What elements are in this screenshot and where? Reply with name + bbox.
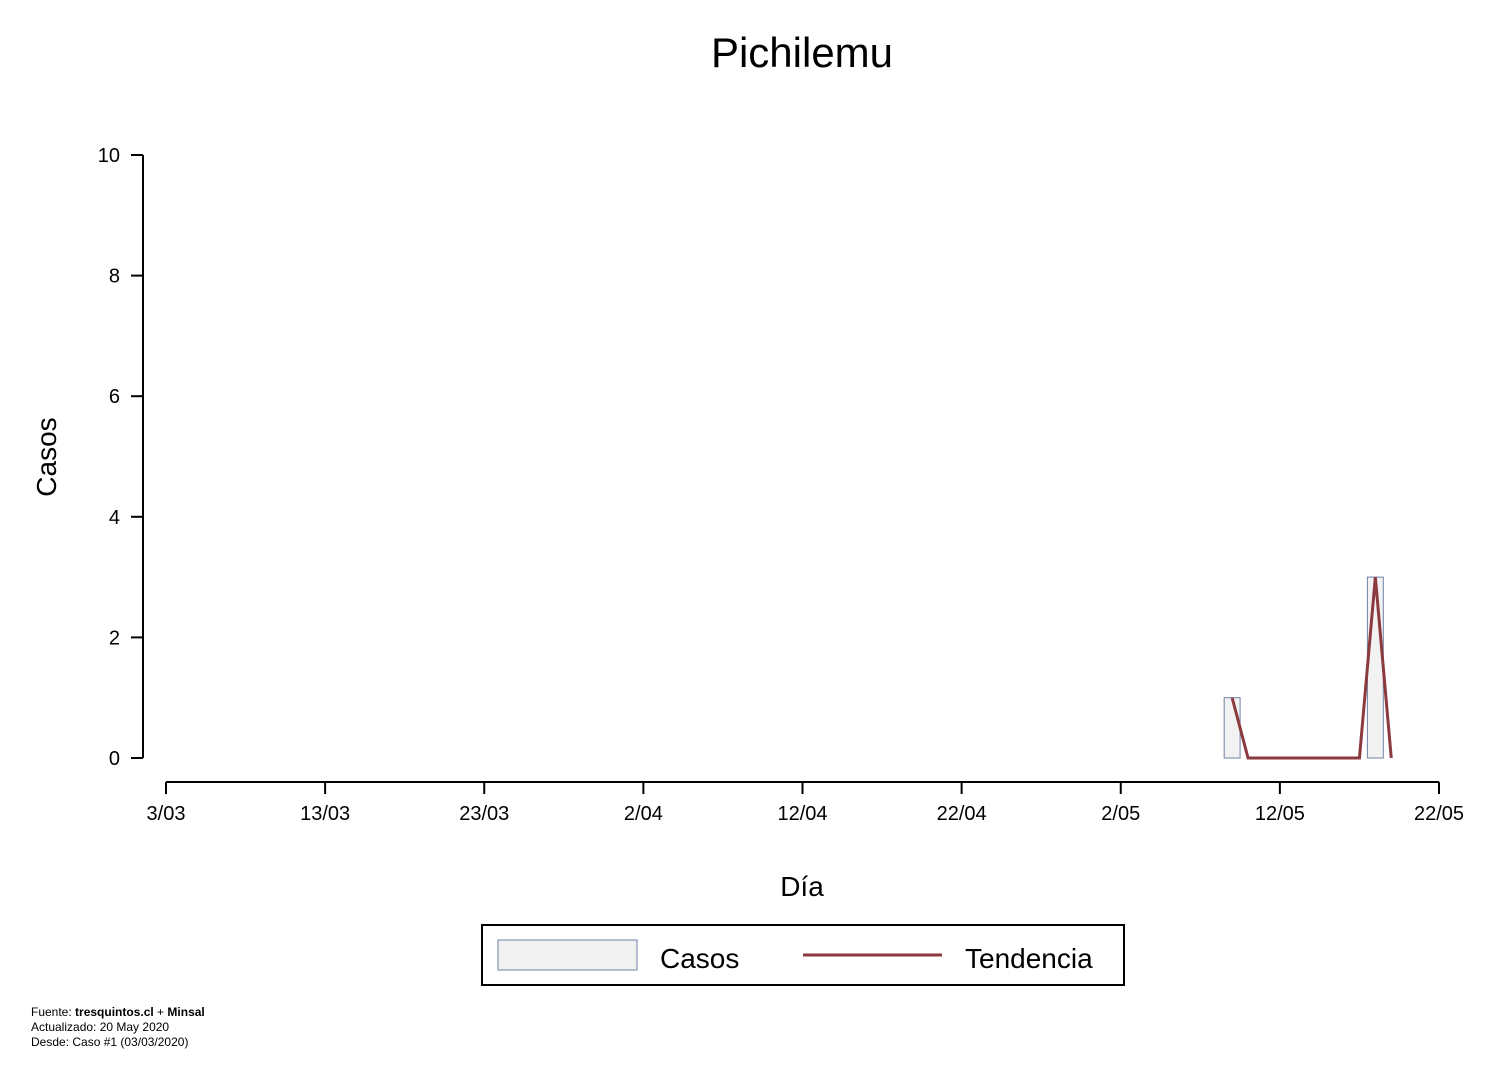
x-ticks: 3/03 13/03 23/03 2/04 12/04 22/04 2/05 12/05 22/… bbox=[147, 782, 1464, 825]
y-tick-label: 2 bbox=[109, 627, 120, 649]
trend-line-group bbox=[1230, 576, 1393, 760]
x-tick-label: 2/04 bbox=[624, 803, 663, 825]
x-tick-label: 13/03 bbox=[300, 803, 350, 825]
bar-casos bbox=[1223, 697, 1241, 759]
footer: Fuente: tresquintos.cl + Minsal Actualiz… bbox=[31, 1005, 205, 1050]
legend-swatch-casos bbox=[497, 939, 638, 971]
chart-title: Pichilemu bbox=[711, 29, 893, 76]
footer-since: Desde: Caso #1 (03/03/2020) bbox=[31, 1035, 189, 1049]
legend-label-tendencia: Tendencia bbox=[965, 943, 1093, 974]
footer-updated: Actualizado: 20 May 2020 bbox=[31, 1020, 170, 1034]
x-tick-label: 22/04 bbox=[937, 803, 987, 825]
x-tick-label: 22/05 bbox=[1414, 803, 1464, 825]
bar-casos bbox=[1366, 576, 1384, 759]
y-tick-label: 4 bbox=[109, 507, 120, 529]
source-tresquintos: tresquintos.cl bbox=[75, 1005, 154, 1019]
legend-label-casos: Casos bbox=[660, 943, 739, 974]
bars bbox=[1223, 576, 1384, 759]
x-tick-label: 12/05 bbox=[1255, 803, 1305, 825]
footer-source: Fuente: tresquintos.cl + Minsal bbox=[31, 1005, 205, 1019]
legend: Casos Tendencia bbox=[481, 924, 1125, 986]
y-ticks: 0 2 4 6 8 10 bbox=[98, 145, 143, 770]
y-tick-label: 6 bbox=[109, 386, 120, 408]
x-tick-label: 2/05 bbox=[1101, 803, 1140, 825]
x-tick-label: 3/03 bbox=[147, 803, 186, 825]
y-tick-label: 8 bbox=[109, 266, 120, 288]
y-tick-label: 10 bbox=[98, 145, 120, 167]
x-tick-label: 12/04 bbox=[777, 803, 827, 825]
trend-line bbox=[1230, 576, 1393, 760]
y-tick-label: 0 bbox=[109, 748, 120, 770]
source-minsal: Minsal bbox=[167, 1005, 205, 1019]
y-axis-label: Casos bbox=[31, 417, 62, 496]
x-tick-label: 23/03 bbox=[459, 803, 509, 825]
x-axis-label: Día bbox=[780, 871, 824, 902]
